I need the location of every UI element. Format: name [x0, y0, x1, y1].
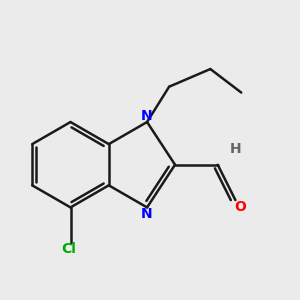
Text: H: H	[230, 142, 241, 155]
Text: N: N	[141, 207, 153, 221]
Text: Cl: Cl	[61, 242, 76, 256]
Text: O: O	[234, 200, 246, 214]
Text: N: N	[141, 109, 153, 122]
